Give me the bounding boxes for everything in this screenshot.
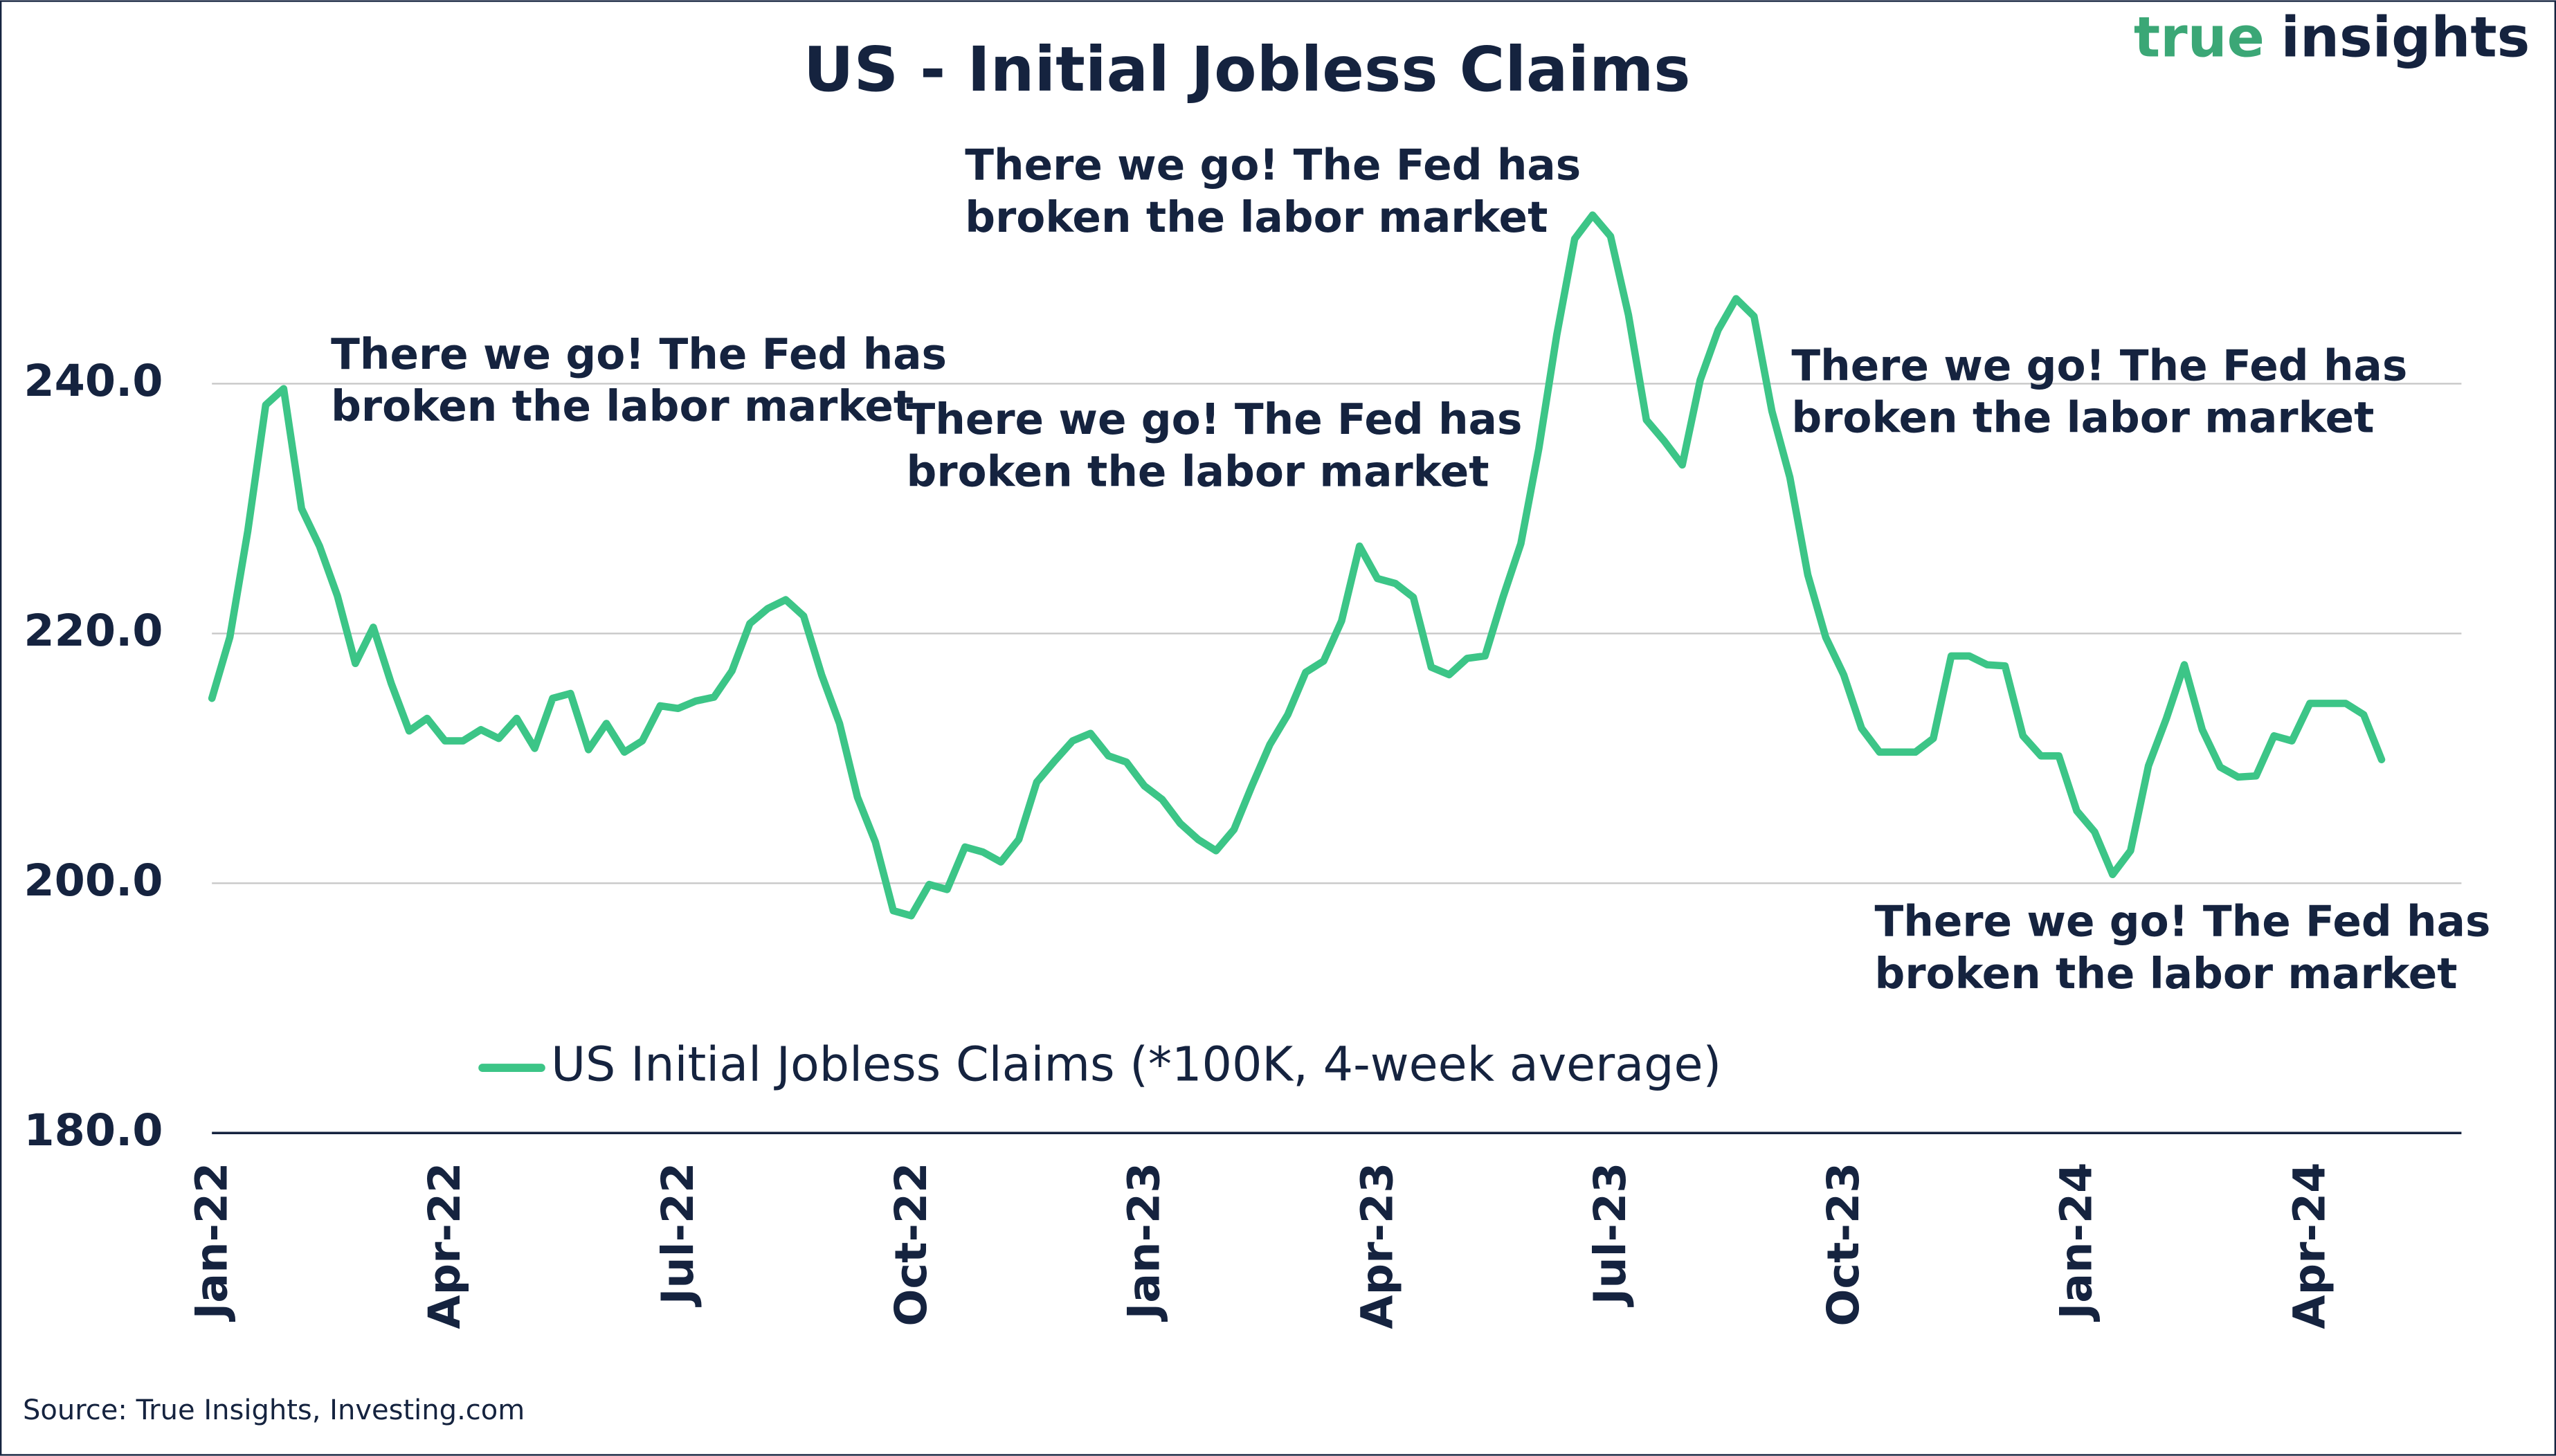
y-tick-label: 200.0: [24, 855, 163, 906]
source: Source: True Insights, Investing.com: [23, 1394, 525, 1426]
series-line: [208, 211, 2386, 920]
x-tick-label: Jul-22: [652, 1163, 703, 1308]
annotation: There we go! The Fed has: [1875, 897, 2491, 946]
annotation: There we go! The Fed has: [1791, 341, 2407, 390]
x-tick-label: Jan-22: [185, 1163, 237, 1322]
y-tick-label: 180.0: [24, 1104, 163, 1156]
x-tick-label: Jul-23: [1584, 1163, 1635, 1308]
x-tick-label: Apr-22: [419, 1163, 470, 1329]
x-tick-label: Apr-23: [1351, 1163, 1402, 1329]
annotation: broken the labor market: [907, 447, 1489, 496]
annotation: There we go! The Fed has: [965, 141, 1581, 190]
logo-part: true: [2134, 5, 2265, 69]
logo: true insights: [2134, 5, 2530, 69]
x-tick-label: Oct-23: [1818, 1163, 1869, 1327]
x-tick-label: Apr-24: [2284, 1163, 2335, 1329]
annotation: There we go! The Fed has: [331, 330, 947, 379]
legend-label: US Initial Jobless Claims (*100K, 4-week…: [551, 1038, 1721, 1093]
x-tick-label: Oct-22: [885, 1163, 936, 1327]
annotation: broken the labor market: [331, 382, 914, 431]
annotation: broken the labor market: [965, 193, 1548, 242]
annotation: There we go! The Fed has: [907, 395, 1523, 444]
y-tick-label: 220.0: [24, 605, 163, 656]
annotation: broken the labor market: [1791, 394, 2374, 443]
logo-part: insights: [2281, 5, 2530, 69]
annotation: broken the labor market: [1875, 949, 2458, 999]
x-tick-label: Jan-23: [1118, 1163, 1170, 1322]
y-tick-label: 240.0: [24, 355, 163, 406]
x-tick-label: Jan-24: [2051, 1163, 2102, 1322]
chart-title: US - Initial Jobless Claims: [804, 34, 1691, 106]
